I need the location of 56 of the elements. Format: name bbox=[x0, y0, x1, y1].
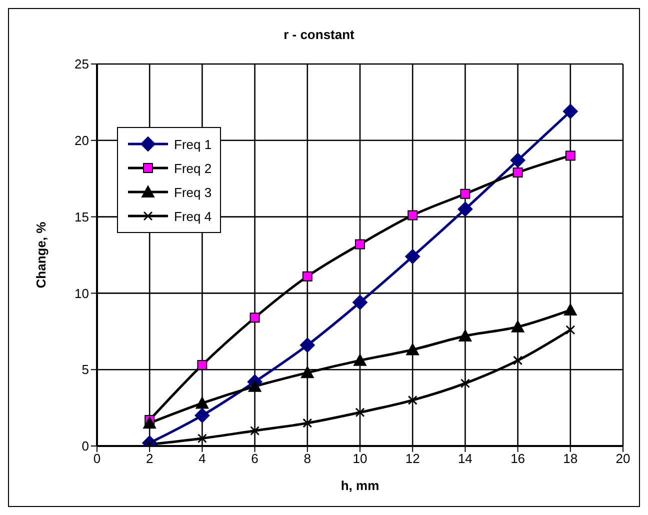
point bbox=[562, 104, 578, 119]
x-tick-label: 8 bbox=[304, 451, 312, 466]
point bbox=[458, 202, 473, 217]
point bbox=[302, 271, 312, 282]
y-tick-label: 5 bbox=[82, 362, 89, 378]
x-tick-label: 14 bbox=[458, 451, 472, 466]
point bbox=[352, 294, 368, 310]
point bbox=[512, 167, 523, 178]
x-tick-label: 10 bbox=[352, 451, 368, 466]
y-tick-label: 0 bbox=[82, 438, 89, 454]
point bbox=[302, 418, 312, 428]
y-tick-label: 10 bbox=[74, 286, 89, 301]
legend-label: Freq 3 bbox=[174, 184, 212, 200]
point bbox=[511, 320, 524, 332]
legend-label: Freq 1 bbox=[174, 136, 212, 152]
point bbox=[510, 152, 526, 168]
point bbox=[250, 426, 260, 436]
point bbox=[564, 304, 577, 316]
chart-title: r - constant bbox=[282, 27, 356, 42]
point bbox=[408, 210, 418, 220]
point bbox=[566, 325, 576, 335]
x-tick-label: 18 bbox=[563, 451, 578, 466]
y-axis-title: Change, % bbox=[34, 221, 49, 288]
point bbox=[513, 356, 523, 366]
point bbox=[197, 434, 207, 444]
point bbox=[408, 395, 418, 405]
x-tick-label: 20 bbox=[616, 451, 630, 466]
point bbox=[248, 380, 262, 392]
point bbox=[143, 416, 156, 429]
point bbox=[250, 312, 260, 323]
point bbox=[405, 249, 420, 264]
legend-label: Freq 4 bbox=[174, 208, 212, 224]
legend-label: Freq 2 bbox=[174, 160, 212, 176]
point bbox=[565, 150, 576, 161]
x-tick-label: 0 bbox=[93, 451, 101, 466]
x-tick-label: 4 bbox=[198, 451, 206, 466]
point bbox=[354, 354, 366, 366]
x-tick-label: 6 bbox=[251, 451, 258, 466]
point bbox=[194, 408, 210, 423]
point bbox=[300, 338, 315, 353]
point bbox=[458, 329, 472, 342]
y-tick-label: 15 bbox=[74, 209, 89, 224]
x-tick-label: 2 bbox=[146, 451, 154, 466]
x-tick-label: 12 bbox=[405, 451, 420, 466]
point bbox=[197, 360, 208, 370]
x-axis-title: h, mm bbox=[340, 478, 380, 493]
x-tick-label: 16 bbox=[510, 451, 526, 466]
point bbox=[460, 188, 470, 199]
point bbox=[355, 239, 365, 250]
y-tick-label: 25 bbox=[74, 56, 89, 72]
y-tick-label: 20 bbox=[74, 133, 89, 148]
point bbox=[196, 396, 209, 409]
point bbox=[300, 366, 314, 378]
point bbox=[406, 343, 420, 356]
point bbox=[355, 408, 365, 418]
point bbox=[460, 378, 470, 388]
